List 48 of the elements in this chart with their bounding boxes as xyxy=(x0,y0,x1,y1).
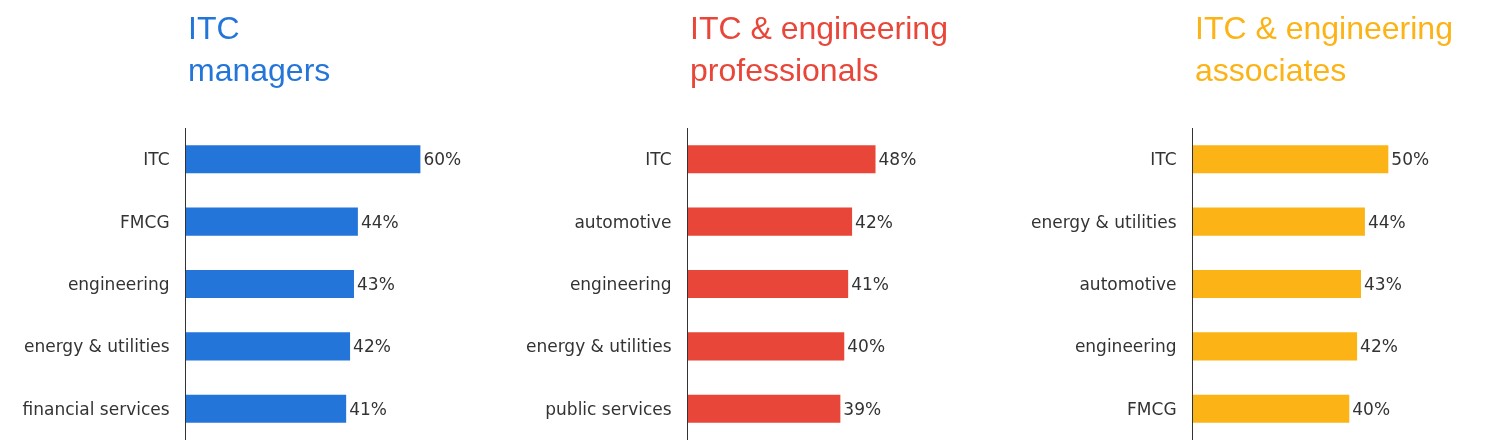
data-label: 60% xyxy=(423,149,462,170)
y-tick-label: FMCG xyxy=(120,211,170,232)
y-tick-label: ITC xyxy=(645,149,672,170)
chart-title: ITC managers xyxy=(188,10,331,88)
y-tick-label: energy & utilities xyxy=(1030,211,1177,232)
y-tick-label: automotive xyxy=(1079,273,1177,294)
chart-title: ITC & engineering professionals xyxy=(690,10,948,88)
bar xyxy=(1193,332,1358,361)
y-tick-label: financial services xyxy=(22,398,170,419)
data-label: 42% xyxy=(353,336,391,357)
bar xyxy=(186,145,421,174)
chart-title: ITC & engineering associates xyxy=(1195,10,1453,88)
data-label: 50% xyxy=(1391,149,1430,170)
data-label: 41% xyxy=(349,398,387,419)
bar xyxy=(688,269,849,299)
data-label: 40% xyxy=(1352,398,1391,419)
data-label: 39% xyxy=(843,398,882,419)
bar xyxy=(186,394,347,423)
y-tick-label: energy & utilities xyxy=(525,336,672,357)
bar xyxy=(688,207,853,236)
data-label: 43% xyxy=(1363,274,1402,294)
bar xyxy=(688,145,876,174)
y-tick-label: engineering xyxy=(1074,336,1177,357)
data-label: 44% xyxy=(1367,211,1406,232)
data-label: 48% xyxy=(878,149,917,170)
bar xyxy=(186,332,351,361)
data-label: 43% xyxy=(356,274,395,294)
y-tick-label: FMCG xyxy=(1127,398,1177,419)
bar xyxy=(688,332,845,361)
data-label: 42% xyxy=(1360,336,1398,357)
y-tick-label: public services xyxy=(545,398,672,419)
data-label: 41% xyxy=(851,274,889,294)
bar xyxy=(1193,394,1350,423)
bar xyxy=(1193,207,1365,236)
bar xyxy=(186,269,354,299)
y-tick-label: engineering xyxy=(569,273,672,294)
y-tick-label: energy & utilities xyxy=(23,336,170,357)
data-label: 42% xyxy=(855,211,893,232)
data-label: 40% xyxy=(847,336,886,357)
y-tick-label: automotive xyxy=(574,211,672,232)
bar xyxy=(186,207,358,236)
y-tick-label: ITC xyxy=(143,149,170,170)
bar xyxy=(1193,145,1389,174)
bar xyxy=(688,394,841,423)
y-tick-label: engineering xyxy=(67,273,170,294)
y-tick-label: ITC xyxy=(1150,149,1177,170)
bar xyxy=(1193,269,1361,299)
data-label: 44% xyxy=(360,211,399,232)
